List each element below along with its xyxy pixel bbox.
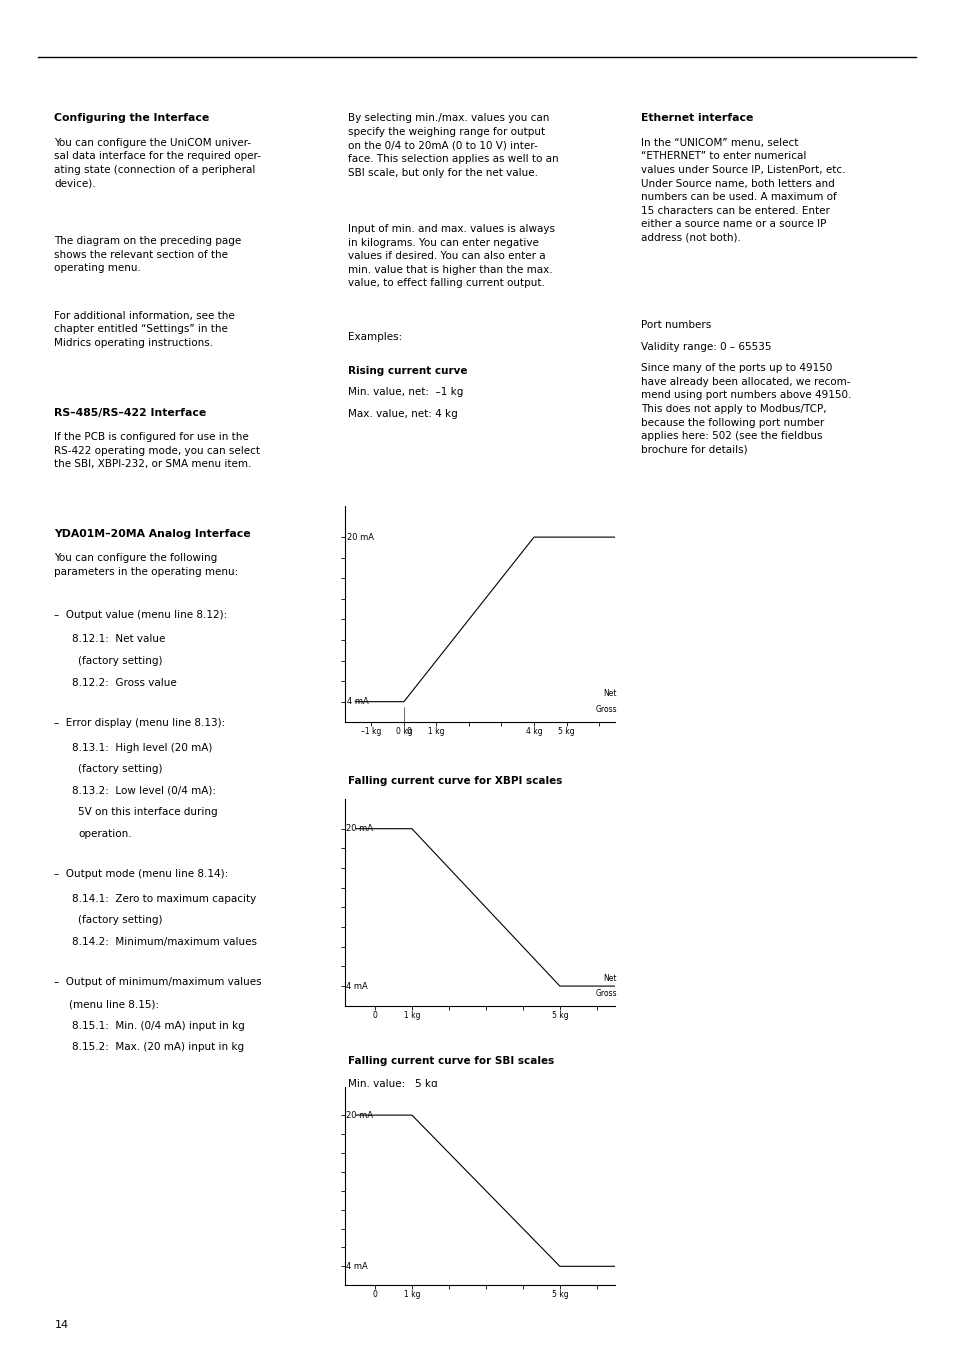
Text: 8.15.1:  Min. (0/4 mA) input in kg: 8.15.1: Min. (0/4 mA) input in kg: [71, 1021, 244, 1030]
Text: 20 mA: 20 mA: [346, 825, 373, 833]
Text: The diagram on the preceding page
shows the relevant section of the
operating me: The diagram on the preceding page shows …: [54, 236, 241, 274]
Text: 4 mA: 4 mA: [347, 697, 369, 706]
Text: Min. value:   5 kg: Min. value: 5 kg: [348, 799, 437, 809]
Text: 4 kg: 4 kg: [525, 728, 541, 736]
Text: (factory setting): (factory setting): [78, 656, 163, 666]
Text: Ethernet interface: Ethernet interface: [640, 113, 753, 123]
Text: In the “UNICOM” menu, select
“ETHERNET” to enter numerical
values under Source I: In the “UNICOM” menu, select “ETHERNET” …: [640, 138, 844, 243]
Text: By selecting min./max. values you can
specify the weighing range for output
on t: By selecting min./max. values you can sp…: [348, 113, 558, 178]
Text: 5 kg: 5 kg: [551, 1291, 568, 1299]
Text: Min. value, net:  –1 kg: Min. value, net: –1 kg: [348, 387, 463, 397]
Text: 1 kg: 1 kg: [428, 728, 444, 736]
Text: 0: 0: [372, 1011, 377, 1019]
Text: 8.12.2:  Gross value: 8.12.2: Gross value: [71, 678, 176, 687]
Text: (factory setting): (factory setting): [78, 764, 163, 774]
Text: 8.15.2:  Max. (20 mA) input in kg: 8.15.2: Max. (20 mA) input in kg: [71, 1042, 243, 1052]
Text: 4 mA: 4 mA: [346, 1262, 368, 1270]
Text: Since many of the ports up to 49150
have already been allocated, we recom-
mend : Since many of the ports up to 49150 have…: [640, 363, 851, 455]
Text: 8.13.2:  Low level (0/4 mA):: 8.13.2: Low level (0/4 mA):: [71, 786, 215, 795]
Text: 0 kg: 0 kg: [395, 728, 412, 736]
Text: operation.: operation.: [78, 829, 132, 838]
Text: 8.14.1:  Zero to maximum capacity: 8.14.1: Zero to maximum capacity: [71, 894, 255, 903]
Text: (factory setting): (factory setting): [78, 915, 163, 925]
Text: Net: Net: [603, 688, 617, 698]
Text: Min. value:   5 kg: Min. value: 5 kg: [348, 1079, 437, 1088]
Text: (menu line 8.15):: (menu line 8.15):: [69, 999, 158, 1008]
Text: –  Output mode (menu line 8.14):: – Output mode (menu line 8.14):: [54, 869, 229, 879]
Text: Falling current curve for SBI scales: Falling current curve for SBI scales: [348, 1056, 554, 1065]
Text: Validity range: 0 – 65535: Validity range: 0 – 65535: [640, 342, 771, 351]
Text: 8.14.2:  Minimum/maximum values: 8.14.2: Minimum/maximum values: [71, 937, 256, 946]
Text: –1 kg: –1 kg: [361, 728, 381, 736]
Text: Gross: Gross: [595, 706, 617, 714]
Text: 0: 0: [406, 728, 411, 736]
Text: –  Output of minimum/maximum values: – Output of minimum/maximum values: [54, 977, 262, 987]
Text: Gross: Gross: [595, 990, 617, 999]
Text: Max. value, net: 4 kg: Max. value, net: 4 kg: [348, 409, 457, 418]
Text: 5 kg: 5 kg: [551, 1011, 568, 1019]
Text: Falling current curve for XBPI scales: Falling current curve for XBPI scales: [348, 776, 562, 786]
Text: 5 kg: 5 kg: [558, 728, 575, 736]
Text: RS–485/RS–422 Interface: RS–485/RS–422 Interface: [54, 408, 207, 417]
Text: 5V on this interface during: 5V on this interface during: [78, 807, 217, 817]
Text: 0: 0: [372, 1291, 377, 1299]
Text: Rising current curve: Rising current curve: [348, 366, 467, 375]
Text: You can configure the following
parameters in the operating menu:: You can configure the following paramete…: [54, 554, 238, 576]
Text: 8.13.1:  High level (20 mA): 8.13.1: High level (20 mA): [71, 743, 212, 752]
Text: Input of min. and max. values is always
in kilograms. You can enter negative
val: Input of min. and max. values is always …: [348, 224, 555, 289]
Text: 20 mA: 20 mA: [346, 1111, 373, 1119]
Text: 20 mA: 20 mA: [347, 533, 374, 541]
Text: Examples:: Examples:: [348, 332, 402, 342]
Text: Configuring the Interface: Configuring the Interface: [54, 113, 210, 123]
Text: Net: Net: [603, 973, 617, 983]
Text: –  Output value (menu line 8.12):: – Output value (menu line 8.12):: [54, 610, 228, 620]
Text: Port numbers: Port numbers: [640, 320, 711, 329]
Text: You can configure the UniCOM univer-
sal data interface for the required oper-
a: You can configure the UniCOM univer- sal…: [54, 138, 261, 189]
Text: 4 mA: 4 mA: [346, 981, 368, 991]
Text: 1 kg: 1 kg: [403, 1011, 419, 1019]
Text: Max. value: 1 kg: Max. value: 1 kg: [348, 819, 434, 829]
Text: 8.12.1:  Net value: 8.12.1: Net value: [71, 634, 165, 644]
Text: 14: 14: [54, 1320, 69, 1330]
Text: YDA01M–20MA Analog Interface: YDA01M–20MA Analog Interface: [54, 529, 251, 539]
Text: –  Error display (menu line 8.13):: – Error display (menu line 8.13):: [54, 718, 226, 728]
Text: For additional information, see the
chapter entitled “Settings” in the
Midrics o: For additional information, see the chap…: [54, 310, 234, 348]
Text: 1 kg: 1 kg: [403, 1291, 419, 1299]
Text: Max. value: 1 kg: Max. value: 1 kg: [348, 1100, 434, 1110]
Text: If the PCB is configured for use in the
RS-422 operating mode, you can select
th: If the PCB is configured for use in the …: [54, 432, 260, 470]
